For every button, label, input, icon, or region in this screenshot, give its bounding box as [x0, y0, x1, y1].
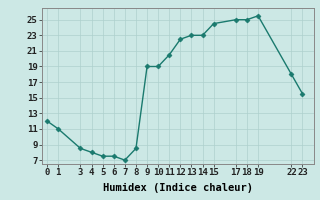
- X-axis label: Humidex (Indice chaleur): Humidex (Indice chaleur): [103, 183, 252, 193]
